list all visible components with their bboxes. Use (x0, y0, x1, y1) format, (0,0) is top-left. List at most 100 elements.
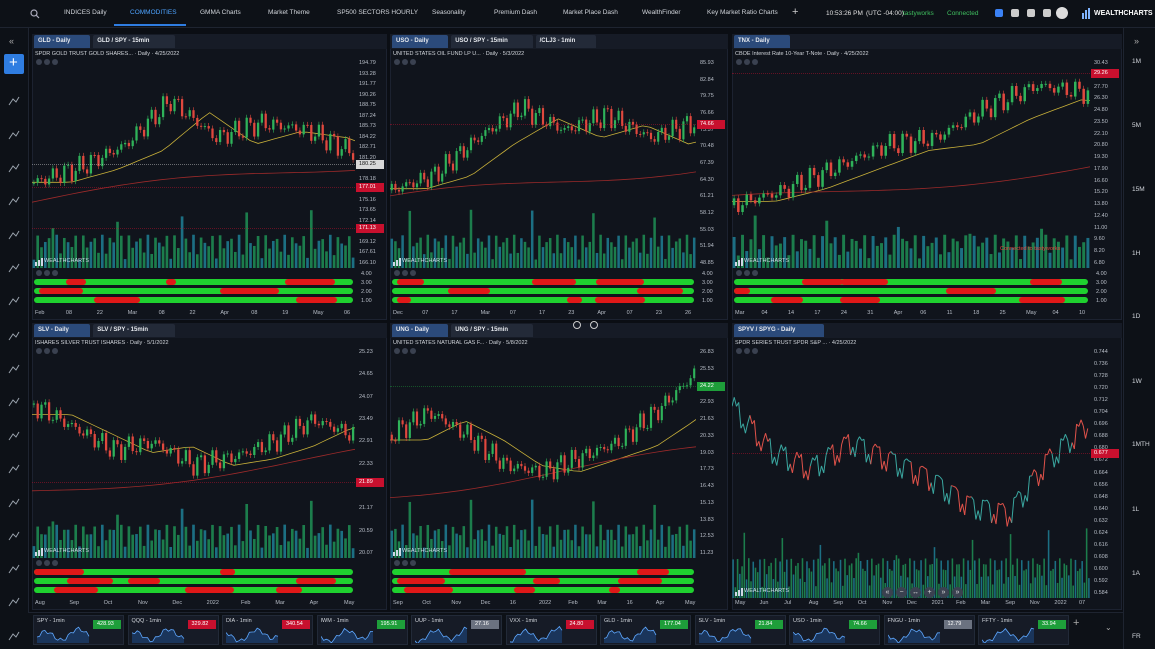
chart-control[interactable] (36, 59, 42, 65)
chart-control[interactable] (394, 348, 400, 354)
nav-tab[interactable]: Market Place Dash (563, 9, 618, 16)
toolbar-icon[interactable] (1043, 9, 1051, 17)
indicator-control[interactable] (44, 560, 50, 566)
tool-icon[interactable] (8, 364, 20, 374)
tool-icon[interactable] (8, 163, 20, 173)
chart-control[interactable] (402, 348, 408, 354)
chart-control[interactable] (410, 348, 416, 354)
panel-tab[interactable] (734, 35, 791, 48)
panel-tab-label[interactable]: UNG / SPY - 15min (455, 327, 509, 333)
ticker-name[interactable]: UUP - 1min (415, 618, 444, 624)
indicator-control[interactable] (44, 270, 50, 276)
ticker-name[interactable]: SPY - 1min (37, 618, 65, 624)
chart-control[interactable] (402, 59, 408, 65)
tool-icon[interactable] (8, 498, 20, 508)
tool-icon[interactable] (8, 531, 20, 541)
tool-icon[interactable] (8, 331, 20, 341)
expand-button[interactable]: » (1134, 36, 1140, 46)
toolbar-icon[interactable] (1011, 9, 1019, 17)
panel-tab[interactable] (734, 324, 824, 337)
timeframe-button[interactable]: 1M (1132, 58, 1142, 65)
nav-tab[interactable]: WealthFinder (642, 9, 681, 16)
chart-control[interactable] (36, 348, 42, 354)
chart-control[interactable] (52, 348, 58, 354)
nav-tab[interactable]: INDICES Daily (64, 9, 107, 16)
chart-control[interactable] (410, 59, 416, 65)
timeframe-button[interactable]: 1A (1132, 570, 1140, 577)
panel-tab[interactable] (392, 35, 449, 48)
timeframe-button[interactable]: 5M (1132, 122, 1142, 129)
ticker-name[interactable]: QQQ - 1min (131, 618, 162, 624)
timeframe-button[interactable]: 1W (1132, 378, 1142, 385)
tool-icon[interactable] (8, 397, 20, 407)
zoom-control[interactable]: + (924, 587, 935, 598)
indicator-control[interactable] (394, 270, 400, 276)
ticker-name[interactable]: USO - 1min (793, 618, 822, 624)
nav-tab[interactable]: Key Market Ratio Charts (707, 9, 778, 16)
panel-tab[interactable] (392, 324, 449, 337)
tool-icon[interactable] (8, 564, 20, 574)
panel-tab[interactable] (535, 35, 596, 48)
splitter-handle[interactable] (590, 321, 598, 329)
indicator-control[interactable] (36, 560, 42, 566)
tool-icon[interactable] (8, 96, 20, 106)
ticker-name[interactable]: FFTY - 1min (982, 618, 1013, 624)
ticker-name[interactable]: SLV - 1min (698, 618, 726, 624)
tool-icon[interactable] (8, 597, 20, 607)
ticker-name[interactable]: IWM - 1min (320, 618, 349, 624)
ticker-name[interactable]: FNGU - 1min (887, 618, 920, 624)
panel-tab-label[interactable]: GLD / SPY - 15min (97, 38, 150, 44)
ticker-name[interactable]: VXX - 1min (509, 618, 538, 624)
splitter-handle[interactable] (573, 321, 581, 329)
panel-tab[interactable] (451, 35, 533, 48)
panel-tab[interactable] (451, 324, 533, 337)
chart-control[interactable] (744, 59, 750, 65)
chart-control[interactable] (744, 348, 750, 354)
chart-control[interactable] (752, 348, 758, 354)
chart-control[interactable] (752, 59, 758, 65)
timeframe-button[interactable]: 1L (1132, 506, 1140, 513)
panel-tab-label[interactable]: SPYV / SPYG - Daily (738, 327, 796, 333)
zoom-control[interactable]: « (882, 587, 893, 598)
indicator-control[interactable] (52, 560, 58, 566)
tool-icon[interactable] (8, 631, 20, 641)
ticker-scroll-button[interactable]: ⌄ (1105, 623, 1112, 632)
tool-icon[interactable] (8, 296, 20, 306)
timeframe-button[interactable]: FR (1132, 633, 1141, 640)
panel-tab-label[interactable]: UNG - Daily (396, 327, 430, 333)
indicator-control[interactable] (52, 270, 58, 276)
timeframe-button[interactable]: 15M (1132, 186, 1145, 193)
add-ticker-button[interactable]: + (1073, 617, 1080, 629)
panel-tab[interactable] (93, 324, 175, 337)
tool-icon[interactable] (8, 230, 20, 240)
indicator-control[interactable] (402, 270, 408, 276)
indicator-control[interactable] (410, 560, 416, 566)
panel-tab-label[interactable]: /CLJ3 - 1min (539, 38, 576, 44)
panel-tab-label[interactable]: GLD - Daily (38, 38, 71, 44)
toolbar-icon[interactable] (1027, 9, 1035, 17)
zoom-control[interactable]: » (952, 587, 963, 598)
timeframe-button[interactable]: 1D (1132, 313, 1141, 320)
indicator-control[interactable] (752, 270, 758, 276)
panel-tab-label[interactable]: SLV - Daily (38, 327, 69, 333)
panel-tab[interactable] (34, 35, 91, 48)
indicator-control[interactable] (36, 270, 42, 276)
indicator-control[interactable] (394, 560, 400, 566)
zoom-control[interactable]: » (938, 587, 949, 598)
chart-control[interactable] (52, 59, 58, 65)
chart-control[interactable] (44, 348, 50, 354)
collapse-button[interactable]: « (9, 36, 15, 46)
broker-name[interactable]: tastyworks (903, 10, 934, 17)
toolbar-icon[interactable] (995, 9, 1003, 17)
zoom-control[interactable]: ↔ (910, 587, 921, 598)
add-button[interactable] (4, 54, 24, 74)
search-icon[interactable] (30, 9, 40, 19)
indicator-control[interactable] (744, 270, 750, 276)
panel-tab-label[interactable]: SLV / SPY - 15min (97, 327, 148, 333)
nav-tab[interactable]: Premium Dash (494, 9, 537, 16)
panel-tab-label[interactable]: USO - Daily (396, 38, 429, 44)
tool-icon[interactable] (8, 263, 20, 273)
nav-tab[interactable]: SP500 SECTORS HOURLY (337, 9, 419, 16)
panel-tab-label[interactable]: USO / SPY - 15min (455, 38, 508, 44)
chart-control[interactable] (736, 59, 742, 65)
